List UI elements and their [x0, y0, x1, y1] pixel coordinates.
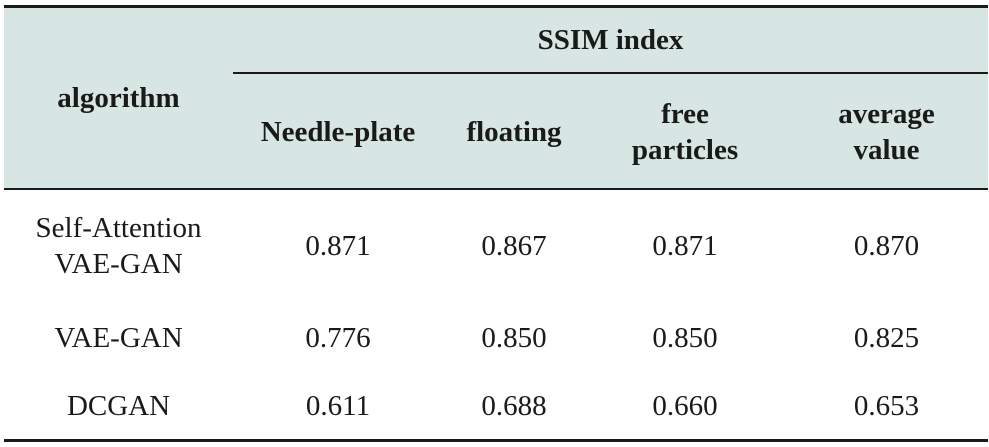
row-2-algorithm: VAE-GAN: [54, 322, 183, 354]
header-bottom-rule: [4, 188, 988, 190]
header-ssim-index: SSIM index: [537, 23, 684, 56]
row-1-average-value: 0.870: [853, 230, 920, 262]
header-floating: floating: [466, 115, 562, 148]
table-top-rule: [4, 5, 988, 8]
group-header-rule: [233, 72, 988, 74]
header-algorithm: algorithm: [57, 82, 180, 114]
row-3-algorithm: DCGAN: [66, 390, 171, 422]
row-3-average-value: 0.653: [853, 390, 920, 422]
row-2-needle-plate: 0.776: [305, 322, 371, 354]
row-3-floating: 0.688: [481, 390, 547, 422]
row-1-algorithm: Self-Attention VAE-GAN: [35, 212, 202, 280]
row-3-free-particles: 0.660: [652, 390, 718, 422]
header-free-particles: free particles: [631, 97, 739, 166]
header-needle-plate: Needle-plate: [260, 115, 416, 148]
table-bottom-rule: [4, 439, 988, 442]
table-header-background: [4, 7, 988, 189]
row-2-average-value: 0.825: [853, 322, 920, 354]
row-1-needle-plate: 0.871: [305, 230, 371, 262]
row-1-floating: 0.867: [481, 230, 547, 262]
row-2-floating: 0.850: [481, 322, 547, 354]
row-2-free-particles: 0.850: [652, 322, 718, 354]
row-1-free-particles: 0.871: [652, 230, 718, 262]
row-3-needle-plate: 0.611: [305, 390, 371, 422]
header-average-value: average value: [838, 97, 935, 166]
